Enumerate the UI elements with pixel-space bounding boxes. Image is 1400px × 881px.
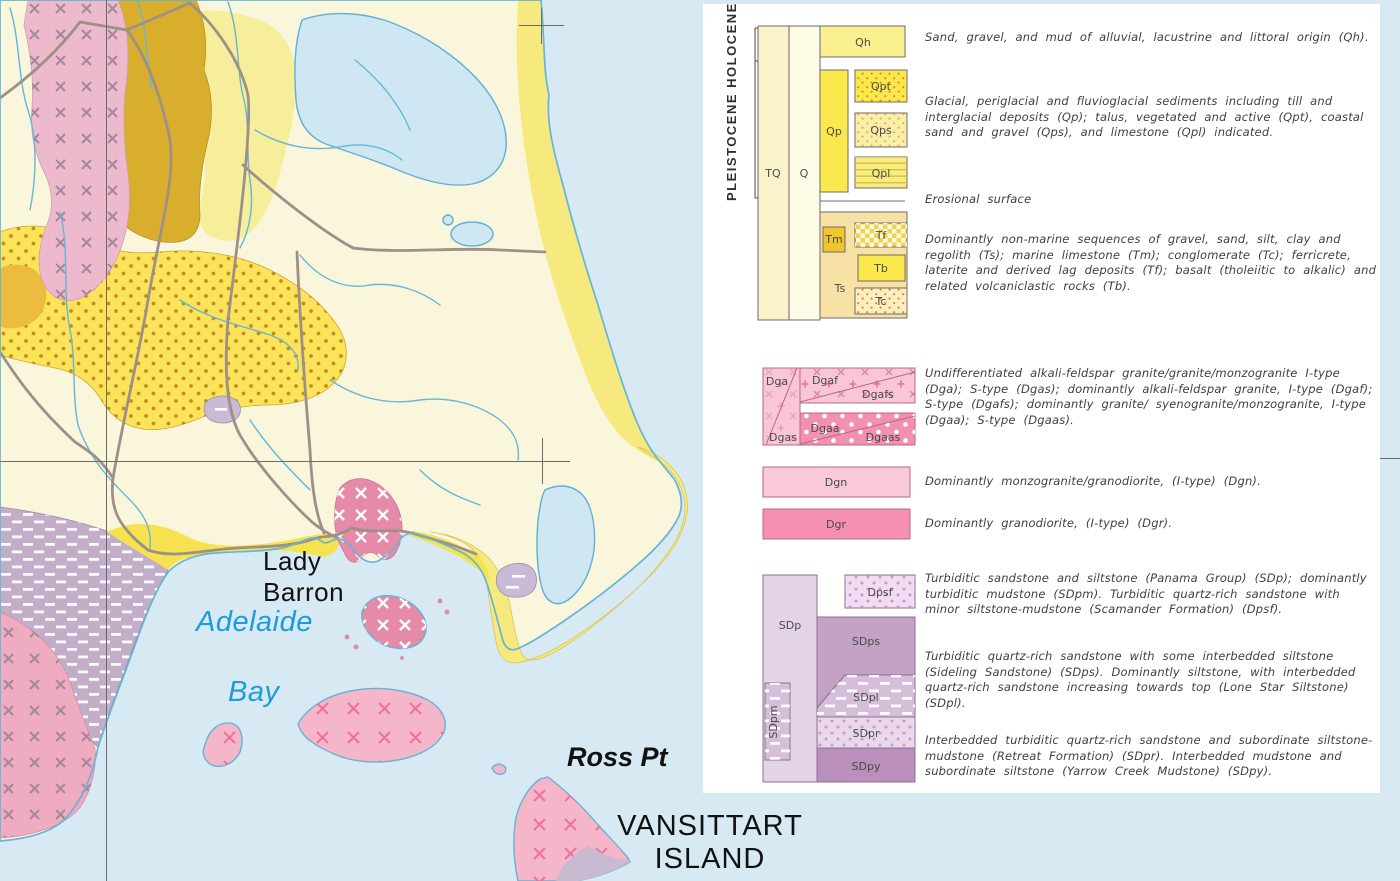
unit-label-dgafs: Dgafs	[862, 388, 894, 401]
streams	[9, 0, 520, 549]
unit-label-tm: Tm	[824, 233, 842, 246]
legend-panel: HOLOCENE PLEISTOCENE TQ Q Qh Qp	[703, 4, 1380, 793]
unit-label-dgaas: Dgaas	[866, 431, 901, 444]
unit-label-dgas: Dgas	[769, 431, 797, 444]
legend-desc-tertiary: Dominantly non-marine sequences of grave…	[925, 232, 1377, 293]
legend-desc-sdp3: Interbedded turbiditic quartz-rich sands…	[925, 733, 1373, 778]
unit-label-sdpm: SDpm	[767, 705, 780, 738]
tertiary-boxes	[819, 211, 908, 319]
unit-label-qh: Qh	[855, 36, 871, 49]
unit-label-sdp: SDp	[779, 619, 801, 632]
unit-label-dgr: Dgr	[826, 518, 846, 531]
legend-desc-dgn: Dominantly monzogranite/granodiorite, (I…	[925, 474, 1261, 488]
point-label-ross-pt: Ross Pt	[567, 742, 668, 772]
unit-label-sdps: SDps	[852, 635, 880, 648]
unit-label-sdpy: SDpy	[852, 760, 881, 773]
unit-label-sdpl: SDpl	[853, 691, 879, 704]
unit-box-dgn	[762, 466, 911, 498]
unit-label-qpl: Qpl	[872, 167, 891, 180]
islands	[202, 594, 631, 881]
bay-label-bay: Bay	[228, 676, 280, 708]
quaternary-boxes	[819, 25, 908, 193]
unit-label-qp: Qp	[826, 125, 842, 138]
island-label-line2: ISLAND	[654, 843, 766, 875]
island-label-vansittart: VANSITTART ISLAND	[600, 810, 820, 876]
unit-label-dgaa: Dgaa	[811, 422, 840, 435]
legend-desc-sdp1: Turbiditic sandstone and siltstone (Pana…	[925, 571, 1367, 616]
unit-label-dgaf: Dgaf	[812, 374, 839, 387]
unit-label-tc: Tc	[875, 295, 887, 308]
legend-desc-sdp2: Turbiditic quartz-rich sandstone with so…	[925, 649, 1356, 710]
unit-label-sdpr: SDpr	[853, 727, 880, 740]
unit-label-ts: Ts	[834, 282, 846, 295]
lavender-patches	[203, 395, 537, 598]
sdp-boxes	[762, 574, 916, 783]
unit-label-dga: Dga	[766, 375, 788, 388]
unit-label-dgn: Dgn	[825, 476, 847, 489]
town-label-lady-barron: Lady Barron	[263, 546, 345, 607]
unit-label-qps: Qps	[870, 124, 892, 137]
unit-box-dgr	[762, 508, 911, 540]
legend-desc-granite: Undifferentiated alkali-feldspar granite…	[925, 366, 1373, 427]
unit-label-dpsf: Dpsf	[867, 586, 893, 599]
bay-label-adelaide: Adelaide	[196, 606, 313, 638]
era-label-holocene: HOLOCENE	[724, 4, 739, 88]
legend-stratigraphy-graphic: HOLOCENE PLEISTOCENE TQ Q Qh Qp	[724, 4, 916, 783]
unit-label-qpt: Qpt	[871, 80, 892, 93]
legend-desc-dgr: Dominantly granodiorite, (I-type) (Dgr).	[925, 516, 1173, 530]
unit-label-tq: TQ	[764, 167, 781, 180]
unit-label-tb: Tb	[873, 262, 888, 275]
granite-boxes	[762, 367, 916, 446]
legend-desc-erosional: Erosional surface	[925, 192, 1032, 206]
lagoons	[294, 12, 596, 605]
strat-columns	[757, 25, 821, 321]
legend-desc-qp: Glacial, periglacial and fluvioglacial s…	[925, 94, 1364, 139]
era-label-pleistocene: PLEISTOCENE	[724, 93, 739, 201]
legend-desc-qh: Sand, gravel, and mud of alluvial, lacus…	[925, 30, 1369, 44]
unit-label-q: Q	[800, 167, 809, 180]
island-label-line1: VANSITTART	[617, 810, 803, 842]
unit-label-tf: Tf	[875, 229, 888, 242]
